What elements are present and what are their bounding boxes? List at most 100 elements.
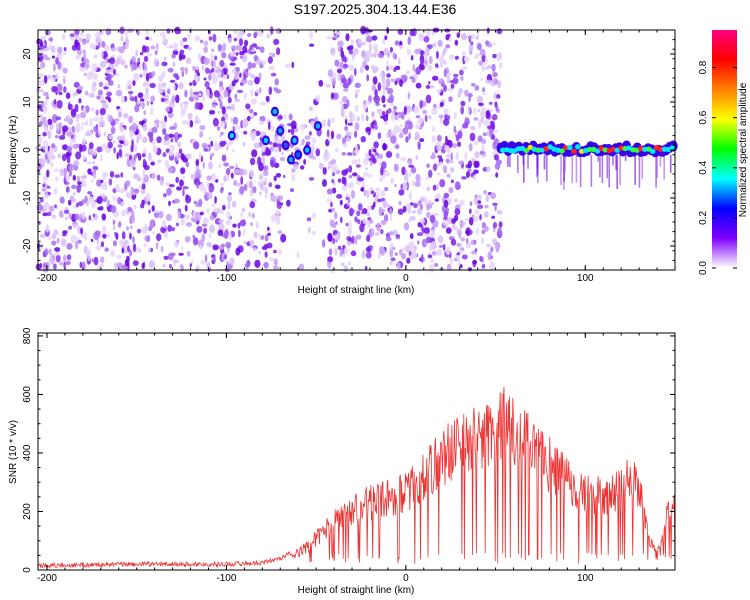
heatmap-cell xyxy=(118,111,122,118)
heatmap-cell xyxy=(296,251,300,259)
heatmap-cell xyxy=(50,76,56,82)
heatmap-cell xyxy=(485,40,490,46)
heatmap-cell xyxy=(366,212,371,216)
heatmap-cell xyxy=(184,214,190,220)
snr-frame xyxy=(37,332,676,571)
heatmap-cell xyxy=(180,217,185,226)
heatmap-cell xyxy=(39,233,46,238)
heatmap-cell xyxy=(217,126,221,131)
heatmap-cell xyxy=(107,141,113,149)
heatmap-cell xyxy=(218,223,225,232)
heatmap-cell xyxy=(132,243,137,253)
heatmap-cell xyxy=(116,262,123,269)
heatmap-cell xyxy=(454,226,459,231)
heatmap-cell xyxy=(442,243,446,251)
heatmap-cell xyxy=(432,163,438,172)
heatmap-cell xyxy=(232,223,237,228)
heatmap-cell xyxy=(419,99,423,109)
heatmap-cell xyxy=(347,261,352,266)
heatmap-cell xyxy=(467,35,472,39)
heatmap-cell xyxy=(374,125,379,130)
heatmap-cell xyxy=(273,147,279,153)
heatmap-cell xyxy=(164,115,168,123)
heatmap-cell xyxy=(460,106,465,115)
heatmap-cell xyxy=(414,48,421,55)
heatmap-cell xyxy=(415,124,421,130)
heatmap-cell xyxy=(87,191,93,195)
heatmap-cell xyxy=(129,129,134,138)
heatmap-cell xyxy=(86,161,93,165)
heatmap-cell xyxy=(411,210,416,214)
heatmap-cell xyxy=(270,72,277,77)
heatmap-cell xyxy=(267,56,273,64)
heatmap-cell xyxy=(435,63,439,68)
heatmap-cell xyxy=(142,123,148,132)
heatmap-cell xyxy=(365,115,369,122)
heatmap-cell xyxy=(469,201,473,207)
heatmap-cell xyxy=(254,76,260,85)
heatmap-cell xyxy=(479,214,482,221)
heatmap-cell xyxy=(494,162,501,170)
heatmap-cell xyxy=(468,38,472,43)
heatmap-cell xyxy=(258,174,264,181)
heatmap-cell xyxy=(139,73,143,78)
heatmap-cell xyxy=(482,87,486,93)
heatmap-cell xyxy=(245,103,251,110)
heatmap-cell xyxy=(426,186,431,191)
heatmap-cell xyxy=(354,130,358,138)
heatmap-cell xyxy=(277,115,283,120)
heatmap-cell xyxy=(326,188,333,195)
heatmap-cell xyxy=(170,138,174,143)
heatmap-cell xyxy=(479,255,483,262)
heatmap-cell xyxy=(449,167,455,173)
heatmap-cell xyxy=(150,101,154,105)
heatmap-cell xyxy=(168,149,174,157)
heatmap-cell xyxy=(483,119,490,127)
heatmap-cell xyxy=(456,252,461,256)
heatmap-cell xyxy=(357,203,363,211)
heatmap-cell xyxy=(142,158,146,165)
heatmap-cell xyxy=(90,238,94,242)
heatmap-cell xyxy=(448,96,453,103)
heatmap-cell xyxy=(395,144,400,149)
heatmap-cell xyxy=(103,131,107,136)
heatmap-cell xyxy=(231,68,237,74)
heatmap-cell xyxy=(160,120,167,129)
heatmap-cell xyxy=(454,198,458,203)
heatmap-cell xyxy=(255,46,261,50)
heatmap-cell xyxy=(194,76,201,83)
heatmap-cell xyxy=(72,132,77,141)
heatmap-cell xyxy=(99,114,104,123)
heatmap-cell xyxy=(385,236,392,242)
heatmap-cell xyxy=(329,219,335,228)
heatmap-cell xyxy=(132,72,140,82)
heatmap-cell xyxy=(114,231,117,237)
heatmap-cell xyxy=(345,222,349,227)
heatmap-cell xyxy=(57,46,63,54)
heatmap-cell xyxy=(183,101,189,105)
heatmap-cell xyxy=(233,37,237,42)
heatmap-cell xyxy=(130,186,135,194)
heatmap-cell xyxy=(405,169,408,177)
heatmap-cell xyxy=(395,152,400,159)
heatmap-cell xyxy=(39,198,44,203)
heatmap-cell xyxy=(377,82,382,92)
heatmap-cell xyxy=(427,254,433,259)
heatmap-cell xyxy=(219,86,223,94)
heatmap-cell xyxy=(477,200,482,204)
heatmap-cell xyxy=(428,243,434,252)
heatmap-cell xyxy=(341,77,347,84)
heatmap-cell xyxy=(66,145,72,153)
heatmap-cell xyxy=(199,244,203,251)
heatmap-cell xyxy=(169,264,172,269)
heatmap-cell xyxy=(54,247,61,252)
heatmap-cell xyxy=(268,86,273,95)
heatmap-cell xyxy=(92,147,97,156)
heatmap-cell xyxy=(174,198,180,204)
heatmap-cell xyxy=(66,254,72,261)
heatmap-cell xyxy=(75,113,81,119)
heatmap-cell xyxy=(468,216,474,226)
heatmap-cell xyxy=(201,142,208,149)
heatmap-cell xyxy=(143,135,146,143)
heatmap-cell xyxy=(439,161,443,165)
